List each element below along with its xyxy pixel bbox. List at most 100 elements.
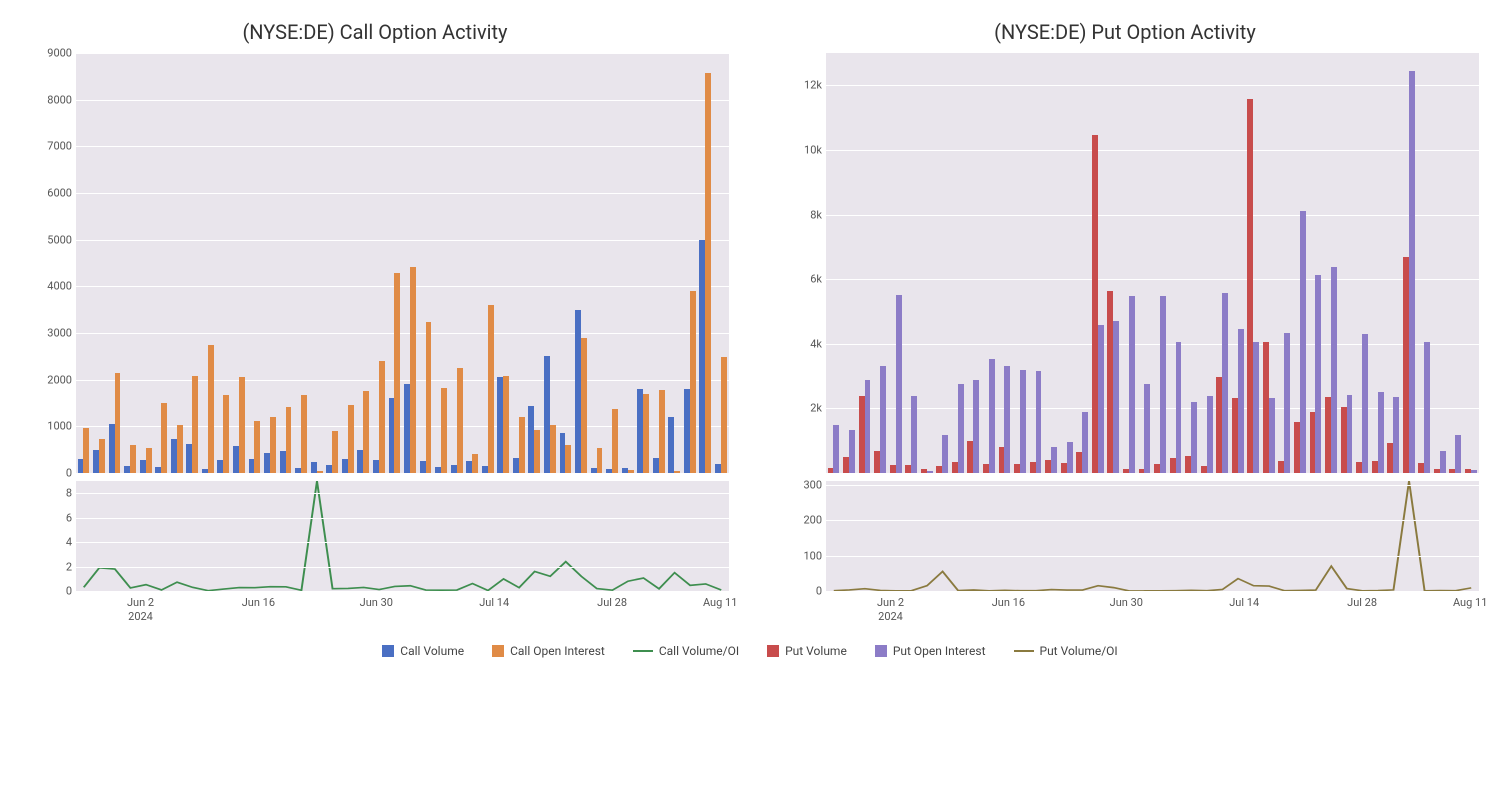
x-tick-label: Jul 14 — [479, 596, 509, 609]
bar — [1113, 321, 1119, 473]
bar — [989, 359, 995, 473]
bar — [911, 396, 917, 473]
call-ratio-plot: 86420 — [75, 480, 730, 592]
y-tick-label: 0 — [66, 585, 72, 598]
bar — [1129, 296, 1135, 473]
y-tick-label: 0 — [816, 585, 822, 598]
bar — [1284, 333, 1290, 473]
put-y-axis: 12k10k8k6k4k2k — [776, 53, 824, 473]
bar — [332, 431, 338, 473]
bar — [597, 448, 603, 473]
legend-label: Put Open Interest — [893, 644, 986, 658]
bar — [1440, 451, 1446, 473]
y-tick-label: 1000 — [47, 420, 72, 433]
bar — [1424, 342, 1430, 473]
legend-swatch — [492, 645, 504, 657]
x-tick-label: Jun 16 — [992, 596, 1025, 609]
bar — [942, 435, 948, 473]
bar — [286, 407, 292, 473]
y-tick-label: 2k — [810, 402, 822, 415]
x-tick-label: Jul 28 — [597, 596, 627, 609]
bar — [927, 471, 933, 473]
y-tick-label: 8 — [66, 487, 72, 500]
bar — [550, 425, 556, 473]
bar — [192, 376, 198, 473]
bar — [1455, 435, 1461, 473]
y-tick-label: 2 — [66, 560, 72, 573]
call-chart-title: (NYSE:DE) Call Option Activity — [20, 20, 730, 44]
bar — [1253, 342, 1259, 473]
bar — [146, 448, 152, 473]
x-tick-label: Jun 2 — [127, 596, 154, 609]
legend-swatch — [767, 645, 779, 657]
bar — [1393, 397, 1399, 473]
legend-item: Put Open Interest — [875, 644, 986, 658]
bar — [1160, 296, 1166, 473]
bar — [1347, 395, 1353, 473]
bar — [270, 417, 276, 473]
bar — [301, 395, 307, 473]
bar — [628, 470, 634, 473]
y-tick-label: 7000 — [47, 140, 72, 153]
y-tick-label: 6 — [66, 511, 72, 524]
bar — [503, 376, 509, 473]
bar — [488, 305, 494, 473]
bar — [833, 425, 839, 473]
bar — [457, 368, 463, 473]
bar — [705, 73, 711, 473]
charts-row: (NYSE:DE) Call Option Activity 900080007… — [20, 20, 1480, 626]
bar — [534, 430, 540, 473]
bar — [83, 428, 89, 473]
bar — [1222, 293, 1228, 473]
y-tick-label: 4k — [810, 337, 822, 350]
x-tick-label: Aug 11 — [703, 596, 737, 609]
y-tick-label: 100 — [803, 549, 822, 562]
legend-label: Put Volume/OI — [1040, 644, 1118, 658]
bar — [1020, 370, 1026, 473]
x-tick-label: Aug 11 — [1453, 596, 1487, 609]
put-bar-plot: 12k10k8k6k4k2k — [825, 52, 1480, 474]
bar — [426, 322, 432, 473]
bar — [254, 421, 260, 473]
bar — [472, 454, 478, 473]
x-tick-label: Jun 30 — [360, 596, 393, 609]
bar — [99, 439, 105, 473]
bar — [1300, 211, 1306, 473]
bar — [1004, 366, 1010, 473]
bar — [441, 388, 447, 473]
bar — [581, 338, 587, 473]
bar — [865, 380, 871, 473]
x-tick-label: Jun 30 — [1110, 596, 1143, 609]
bar — [612, 409, 618, 473]
y-tick-label: 200 — [803, 514, 822, 527]
ratio-line — [84, 481, 721, 591]
bar — [1471, 470, 1477, 473]
bar — [394, 273, 400, 473]
legend-item: Put Volume — [767, 644, 847, 658]
legend-swatch — [382, 645, 394, 657]
bar — [1067, 442, 1073, 473]
bar — [958, 384, 964, 473]
call-y-axis: 9000800070006000500040003000200010000 — [26, 53, 74, 473]
bar — [1144, 384, 1150, 473]
bar — [239, 377, 245, 473]
bar — [1176, 342, 1182, 473]
bar — [1378, 392, 1384, 473]
x-year-label: 2024 — [878, 610, 903, 623]
put-ratio-plot: 3002001000 — [825, 480, 1480, 592]
x-tick-label: Jun 16 — [242, 596, 275, 609]
bar — [348, 405, 354, 473]
legend-item: Call Volume/OI — [633, 644, 739, 658]
bar — [1051, 447, 1057, 473]
bar — [161, 403, 167, 473]
bar — [1238, 329, 1244, 473]
bar — [643, 394, 649, 473]
legend-swatch — [1014, 650, 1034, 652]
legend-item: Put Volume/OI — [1014, 644, 1118, 658]
y-tick-label: 4 — [66, 536, 72, 549]
bar — [668, 417, 674, 473]
bar — [1362, 334, 1368, 473]
legend: Call VolumeCall Open InterestCall Volume… — [20, 644, 1480, 658]
bar — [130, 445, 136, 473]
bar — [674, 471, 680, 473]
